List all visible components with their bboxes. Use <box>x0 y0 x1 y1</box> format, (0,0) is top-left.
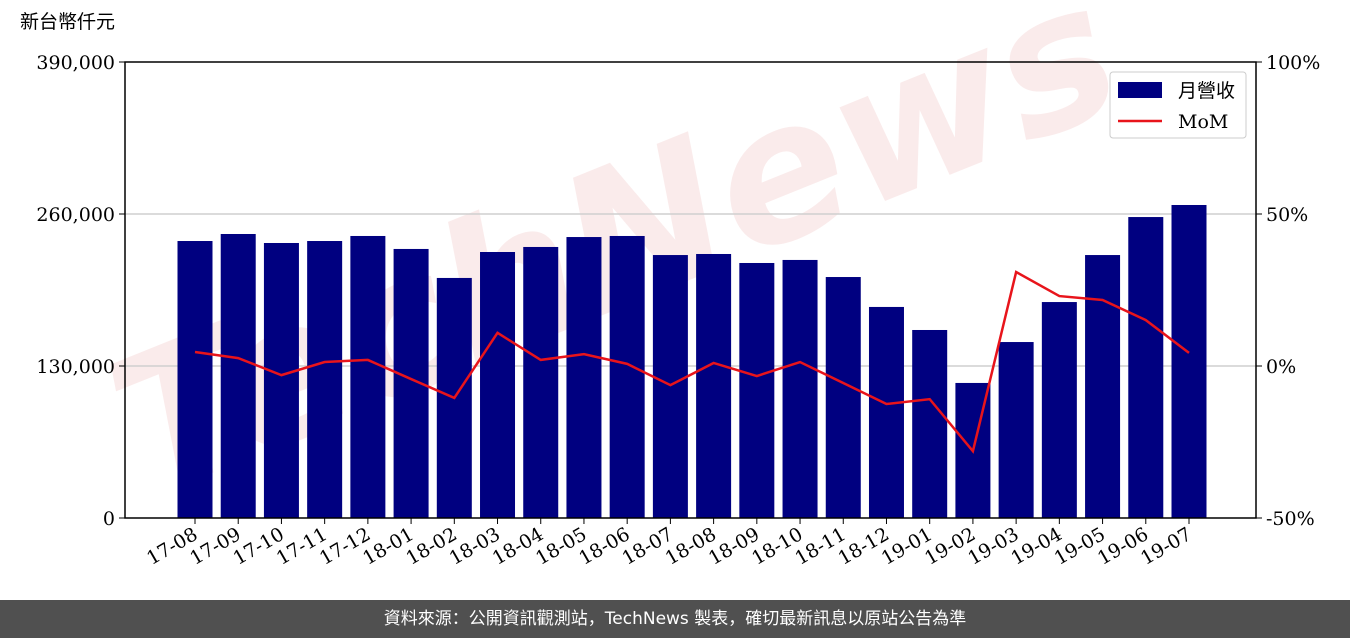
bar <box>912 329 948 518</box>
bar <box>609 235 645 518</box>
bar <box>523 246 559 519</box>
bar <box>480 252 516 518</box>
y-tick-label: 260,000 <box>36 204 115 226</box>
bar <box>696 253 732 519</box>
x-tick-label: 19-07 <box>1137 523 1195 569</box>
y-tick-label: 390,000 <box>36 52 115 74</box>
y2-tick-label: 100% <box>1266 52 1320 74</box>
legend-swatch <box>1118 82 1162 98</box>
bar <box>263 242 299 518</box>
bar <box>825 277 861 518</box>
legend-label: MoM <box>1178 111 1228 133</box>
bar <box>868 306 904 518</box>
y2-tick-label: 50% <box>1266 204 1308 226</box>
bar <box>307 241 343 519</box>
bar <box>1128 217 1164 519</box>
legend-label: 月營收 <box>1178 80 1235 102</box>
bar <box>1041 302 1077 518</box>
footer: 資料來源：公開資訊觀測站，TechNews 製表，確切最新訊息以原站公告為準 <box>0 600 1350 638</box>
y-axis-label: 新台幣仟元 <box>20 11 115 33</box>
y2-tick-label: -50% <box>1266 508 1315 530</box>
chart: 新台幣仟元 TechNews0130,000260,000390,000-50%… <box>20 0 1320 570</box>
y-tick-label: 0 <box>103 508 115 530</box>
bar <box>998 342 1034 518</box>
mom-line <box>194 270 1190 454</box>
bar <box>1085 255 1121 519</box>
plot-frame <box>124 61 1257 519</box>
y2-tick-label: 0% <box>1266 356 1296 378</box>
bar <box>1171 204 1207 518</box>
bar <box>177 241 213 519</box>
y-tick-label: 130,000 <box>36 356 115 378</box>
bar <box>220 233 256 519</box>
bar <box>739 262 775 518</box>
bar <box>782 259 818 518</box>
bar <box>566 237 602 518</box>
bar <box>350 235 386 518</box>
